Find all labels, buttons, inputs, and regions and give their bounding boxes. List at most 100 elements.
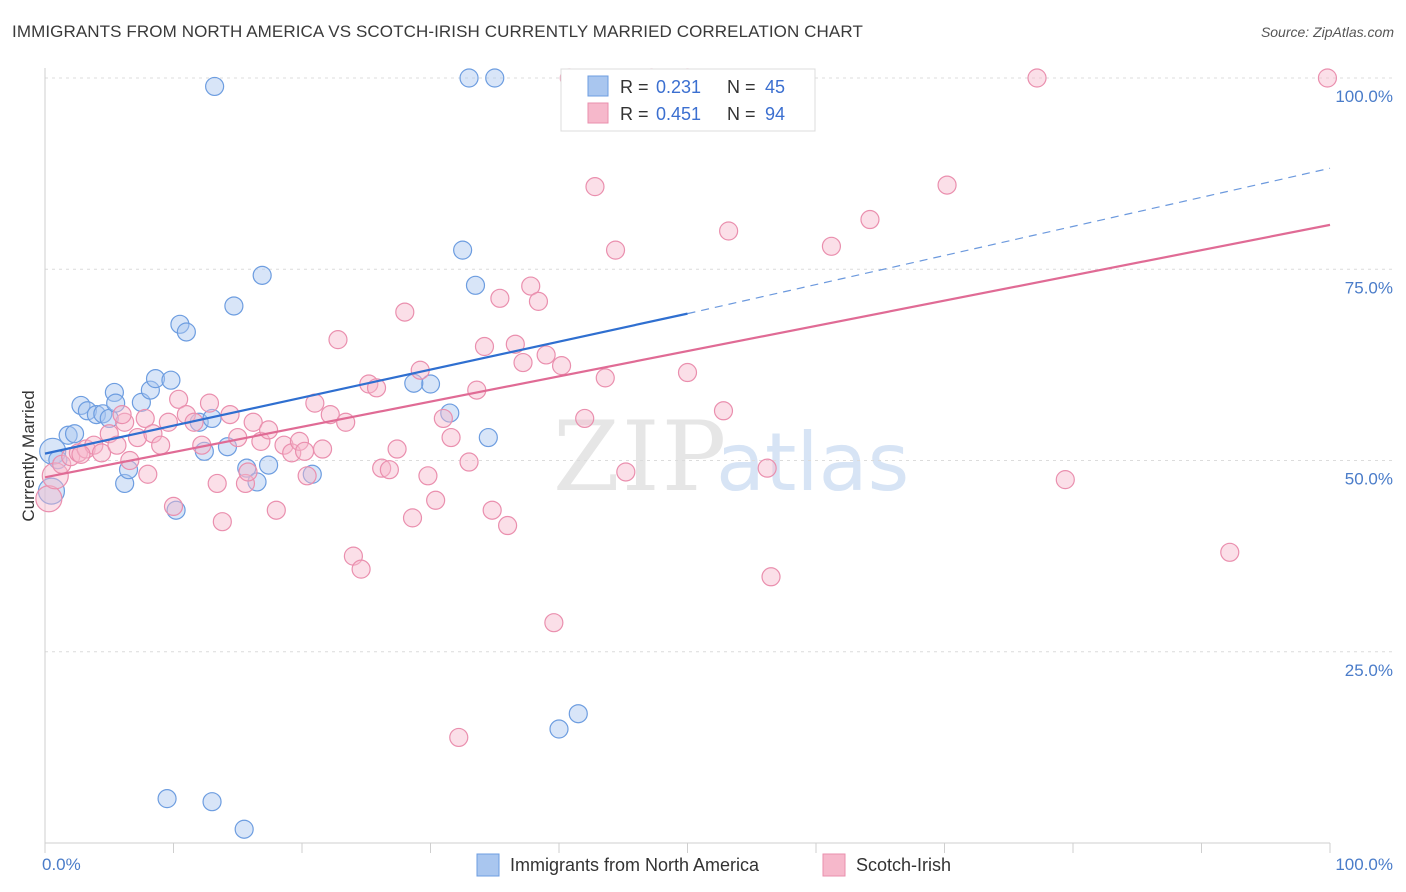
data-point: [115, 412, 135, 432]
data-point: [294, 441, 315, 461]
legend-r-value-blue: 0.231: [656, 77, 701, 97]
legend-r-label-pink: R =: [620, 104, 649, 124]
bottom-legend-swatch-pink: [822, 853, 846, 877]
data-point: [170, 314, 190, 334]
data-point: [58, 425, 78, 445]
data-point: [163, 496, 184, 516]
data-point: [351, 559, 371, 579]
data-point: [528, 291, 549, 311]
x-tick-label: 100.0%: [1335, 855, 1393, 874]
data-point: [328, 330, 348, 350]
data-point: [64, 424, 85, 444]
trend-lines: [44, 167, 1331, 479]
data-point: [605, 240, 626, 260]
data-point: [402, 508, 423, 528]
data-point: [551, 356, 572, 376]
data-point: [544, 613, 564, 633]
tick-labels: 25.0% 50.0% 75.0% 100.0% 0.0% 100.0%: [42, 87, 1393, 874]
data-point: [1027, 68, 1047, 88]
data-point: [202, 792, 222, 812]
data-point: [35, 485, 63, 513]
legend-n-value-blue: 45: [765, 77, 785, 97]
data-point: [595, 368, 615, 388]
data-point: [757, 458, 777, 478]
data-point: [112, 405, 132, 425]
y-tick-label: 50.0%: [1345, 470, 1393, 489]
data-point: [274, 435, 294, 455]
data-point: [1055, 470, 1075, 490]
legend-n-value-pink: 94: [765, 104, 785, 124]
data-point: [176, 322, 196, 342]
legend-r-label-blue: R =: [620, 77, 649, 97]
data-point: [395, 302, 415, 322]
data-point: [478, 427, 498, 448]
legend-n-label-blue: N =: [727, 77, 756, 97]
watermark-atlas: atlas: [716, 416, 909, 509]
chart-source: Source: ZipAtlas.com: [1260, 24, 1394, 40]
data-point: [145, 369, 166, 389]
data-point: [616, 462, 636, 482]
data-point: [459, 68, 479, 88]
data-point: [418, 466, 438, 486]
grid-lines: [45, 77, 1395, 653]
data-point: [243, 412, 263, 432]
x-tick-label: 0.0%: [42, 855, 81, 874]
data-point: [937, 175, 957, 195]
data-point: [536, 345, 556, 365]
data-point: [453, 240, 473, 260]
bottom-legend-swatch-blue: [476, 853, 500, 877]
data-point: [575, 408, 595, 429]
watermark-zip: ZIP: [553, 401, 728, 513]
data-point: [433, 408, 453, 429]
data-point: [761, 567, 781, 587]
data-point: [474, 336, 495, 357]
data-point: [157, 789, 177, 809]
data-point: [387, 439, 407, 459]
data-point: [71, 395, 91, 416]
legend-swatch-pink: [587, 102, 609, 124]
data-point: [568, 704, 588, 724]
data-point: [320, 405, 340, 425]
data-point: [440, 403, 460, 423]
data-point: [107, 435, 127, 455]
legend-r-value-pink: 0.451: [656, 104, 701, 124]
trend-line-north-america-extension: [687, 167, 1331, 315]
data-point: [289, 431, 310, 451]
y-axis-label: Currently Married: [19, 390, 38, 521]
legend: R = 0.231 N = 45 R = 0.451 N = 94: [560, 68, 816, 132]
data-point: [549, 719, 569, 739]
chart-title: IMMIGRANTS FROM NORTH AMERICA VS SCOTCH-…: [12, 22, 863, 41]
data-point: [135, 408, 155, 429]
bottom-legend: Immigrants from North America Scotch-Iri…: [476, 853, 951, 877]
bottom-legend-label-pink: Scotch-Irish: [856, 855, 951, 875]
y-tick-label: 100.0%: [1335, 87, 1393, 106]
series-scotch-irish-points: [35, 68, 1338, 748]
data-point: [490, 288, 510, 308]
data-point: [266, 500, 286, 520]
y-tick-label: 25.0%: [1345, 661, 1393, 680]
data-point: [161, 370, 181, 390]
data-point: [459, 452, 479, 472]
data-point: [1317, 68, 1338, 88]
data-point: [821, 236, 842, 256]
data-point: [151, 435, 171, 455]
data-point: [585, 177, 605, 197]
data-point: [465, 275, 486, 295]
data-point: [420, 374, 441, 394]
axes: [44, 68, 1331, 853]
data-point: [86, 405, 107, 425]
data-point: [482, 500, 502, 520]
data-point: [91, 443, 112, 463]
legend-swatch-blue: [587, 75, 609, 97]
data-point: [426, 490, 446, 510]
data-point: [138, 464, 158, 484]
data-point: [205, 76, 225, 97]
series-north-america-points: [37, 68, 588, 839]
data-point: [513, 352, 533, 373]
trend-line-scotch-irish: [44, 223, 1331, 479]
data-point: [1220, 542, 1240, 562]
data-point: [379, 460, 399, 480]
data-point: [169, 389, 189, 409]
data-point: [199, 393, 220, 413]
